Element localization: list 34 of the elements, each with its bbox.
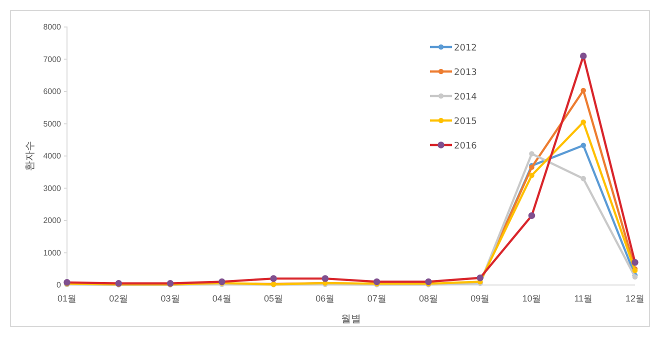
- x-tick-label: 03월: [160, 293, 180, 304]
- x-axis-title: 월별: [341, 314, 361, 325]
- y-tick-label: 0: [56, 280, 62, 290]
- legend-label: 2015: [454, 117, 477, 127]
- x-tick-label: 08월: [418, 293, 438, 304]
- x-tick-label: 05월: [264, 293, 284, 304]
- legend-label: 2016: [454, 142, 478, 152]
- point: [529, 172, 534, 178]
- x-tick-label: 09월: [470, 293, 490, 304]
- point: [580, 119, 586, 125]
- y-tick-label: 1000: [43, 248, 62, 258]
- legend-label: 2012: [454, 44, 477, 54]
- y-tick-label: 7000: [43, 54, 62, 64]
- point: [580, 176, 586, 182]
- point: [529, 151, 534, 156]
- y-tick-label: 2000: [43, 216, 62, 226]
- y-axis-title: 환자수: [25, 141, 36, 171]
- y-tick-label: 6000: [43, 87, 62, 96]
- x-tick-label: 12월: [625, 293, 645, 304]
- point: [580, 142, 586, 148]
- x-tick-label: 02월: [109, 293, 128, 304]
- y-tick-label: 5000: [43, 119, 62, 128]
- y-tick-label: 4000: [43, 152, 62, 161]
- legend-label: 2014: [454, 92, 478, 102]
- legend-label: 2013: [454, 68, 477, 78]
- x-tick-label: 11월: [574, 293, 593, 304]
- x-tick-label: 07월: [367, 293, 386, 304]
- x-tick-label: 10월: [522, 293, 542, 304]
- x-tick-label: 06월: [316, 293, 335, 304]
- y-tick-label: 8000: [43, 22, 62, 32]
- x-tick-label: 01월: [57, 293, 77, 304]
- point: [580, 88, 586, 94]
- x-tick-label: 04월: [212, 293, 232, 304]
- y-tick-label: 3000: [43, 184, 62, 193]
